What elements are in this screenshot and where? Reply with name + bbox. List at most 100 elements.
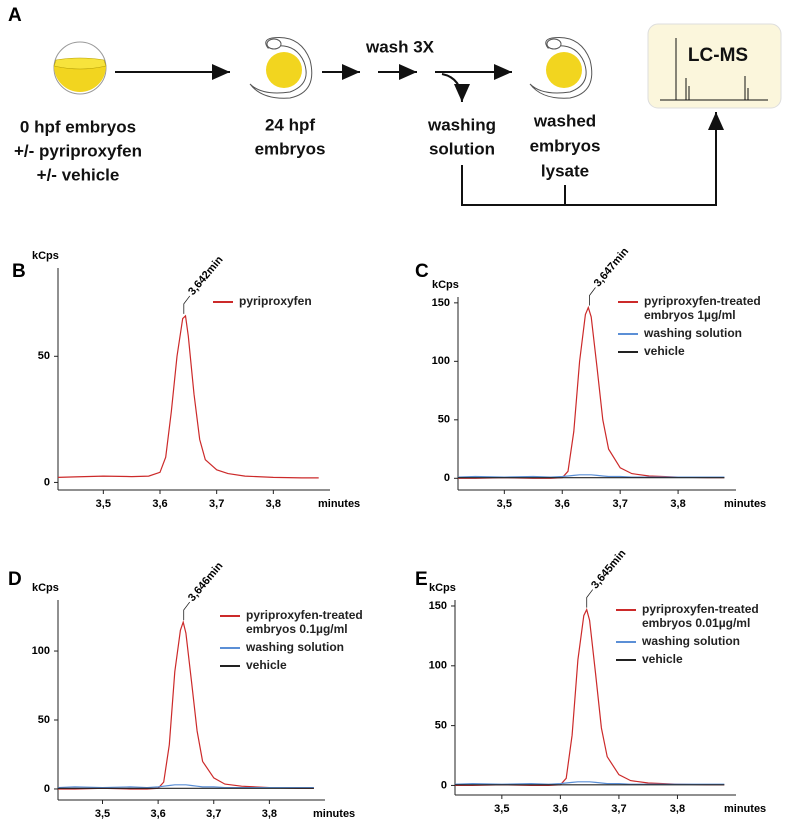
series-line <box>57 314 319 479</box>
step-label: solution <box>429 139 495 158</box>
legend-swatch <box>220 665 240 667</box>
legend-text: pyriproxyfen-treated embryos 1µg/ml <box>644 294 761 322</box>
legend-swatch <box>220 647 240 649</box>
y-axis-label: kCps <box>32 250 59 262</box>
legend-item: pyriproxyfen-treated embryos 0.01µg/ml <box>616 602 777 630</box>
step-label: embryos <box>530 136 601 155</box>
instrument-box <box>647 23 782 109</box>
panel-letter: E <box>415 569 428 590</box>
y-tick-label: 100 <box>32 645 50 657</box>
legend-swatch <box>616 609 636 611</box>
spectrum-icon <box>660 38 768 101</box>
blastoderm <box>53 57 107 70</box>
legend-swatch <box>618 301 638 303</box>
x-tick-label: 3,5 <box>95 808 110 819</box>
step-label: 24 hpf <box>265 115 315 134</box>
x-tick-label: 3,5 <box>497 498 512 510</box>
x-tick-label: 3,8 <box>266 498 281 510</box>
y-tick-label: 50 <box>38 350 50 362</box>
x-tick-label: 3,7 <box>206 808 221 819</box>
peak-label: 3,647min <box>592 245 632 289</box>
step-label: +/- vehicle <box>37 165 120 184</box>
x-tick-label: 3,5 <box>96 498 111 510</box>
legend-swatch <box>220 615 240 617</box>
legend-text: washing solution <box>644 326 742 340</box>
y-axis-label: kCps <box>32 582 59 594</box>
step-label: wash 3X <box>365 37 435 56</box>
y-tick-label: 0 <box>44 783 50 795</box>
y-tick-label: 0 <box>444 472 450 484</box>
legend-item: washing solution <box>618 326 779 340</box>
legend-text: washing solution <box>246 640 344 654</box>
y-axis-label: kCps <box>432 279 459 291</box>
series-line <box>58 619 314 790</box>
y-axis-label: kCps <box>429 582 456 594</box>
series-line <box>457 474 725 478</box>
step-label: lysate <box>541 161 589 180</box>
arrow <box>441 73 470 103</box>
legend-item: pyriproxyfen-treated embryos 1µg/ml <box>618 294 779 322</box>
workflow: A wash 3X LC-MS <box>8 5 782 206</box>
legend: pyriproxyfen-treated embryos 1µg/ml washi… <box>618 294 779 362</box>
peak-label: 3,642min <box>186 254 226 298</box>
legend-item: washing solution <box>616 634 777 648</box>
legend-item: pyriproxyfen <box>213 294 374 308</box>
step-label: washing <box>427 115 496 134</box>
x-axis-label: minutes <box>724 803 766 815</box>
y-tick-label: 50 <box>438 414 450 426</box>
x-axis-label: minutes <box>318 498 360 510</box>
x-tick-label: 3,6 <box>152 498 167 510</box>
x-tick-label: 3,7 <box>611 803 626 815</box>
legend-swatch <box>616 659 636 661</box>
legend-swatch <box>213 301 233 303</box>
step-label: 0 hpf embryos <box>20 117 136 136</box>
x-tick-label: 3,8 <box>670 498 685 510</box>
series-line <box>454 781 725 785</box>
x-tick-label: 3,7 <box>209 498 224 510</box>
legend: pyriproxyfen-treated embryos 0.01µg/ml wa… <box>616 602 777 670</box>
step-label: washed <box>533 111 596 130</box>
x-tick-label: 3,8 <box>262 808 277 819</box>
y-tick-label: 50 <box>435 720 447 732</box>
step-label: +/- pyriproxyfen <box>14 141 142 160</box>
embryo-icon <box>529 36 593 99</box>
instrument-label: LC-MS <box>688 45 748 66</box>
x-tick-label: 3,7 <box>613 498 628 510</box>
yolk <box>54 66 106 92</box>
legend-item: vehicle <box>616 652 777 666</box>
x-tick-label: 3,6 <box>553 803 568 815</box>
legend-text: vehicle <box>644 344 685 358</box>
y-tick-label: 0 <box>44 476 50 488</box>
peak-label: 3,646min <box>186 560 226 604</box>
y-tick-label: 100 <box>429 660 447 672</box>
peak-leader <box>589 287 596 306</box>
legend-text: pyriproxyfen <box>239 294 312 308</box>
legend-item: washing solution <box>220 640 381 654</box>
panel-letter: B <box>12 261 26 282</box>
panel-letter: D <box>8 569 22 590</box>
legend-text: pyriproxyfen-treated embryos 0.1µg/ml <box>246 608 363 636</box>
y-tick-label: 150 <box>432 297 450 309</box>
peak-leader <box>586 589 594 608</box>
legend-swatch <box>616 641 636 643</box>
peak-leader <box>183 601 191 621</box>
legend: pyriproxyfen-treated embryos 0.1µg/ml was… <box>220 608 381 676</box>
legend-text: pyriproxyfen-treated embryos 0.01µg/ml <box>642 602 759 630</box>
x-tick-label: 3,8 <box>670 803 685 815</box>
series-line <box>57 784 314 789</box>
peak-leader <box>183 295 191 314</box>
y-tick-label: 0 <box>441 779 447 791</box>
series-line <box>455 607 725 786</box>
legend-item: pyriproxyfen-treated embryos 0.1µg/ml <box>220 608 381 636</box>
x-axis-label: minutes <box>313 808 355 819</box>
peak-label: 3,645min <box>589 547 629 591</box>
x-axis-label: minutes <box>724 498 766 510</box>
step-label: embryos <box>255 139 326 158</box>
legend-text: vehicle <box>246 658 287 672</box>
